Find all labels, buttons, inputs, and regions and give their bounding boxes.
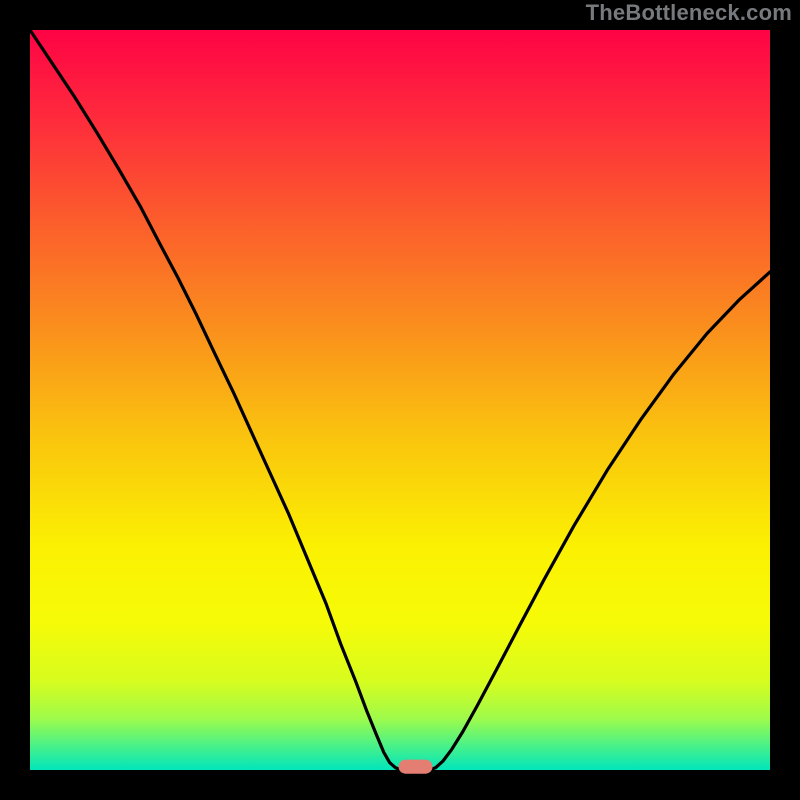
bottleneck-curve-chart <box>0 0 800 800</box>
watermark-text: TheBottleneck.com <box>586 0 792 26</box>
plot-background-gradient <box>30 30 770 770</box>
chart-frame: TheBottleneck.com <box>0 0 800 800</box>
optimal-zone-marker <box>399 760 433 774</box>
